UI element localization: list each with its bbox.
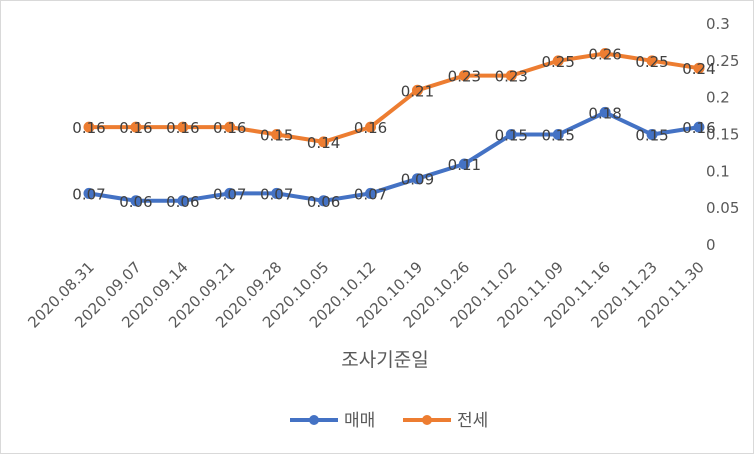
data-point-0 (552, 129, 564, 140)
data-label-1: 0.21 (401, 82, 434, 100)
data-label-1: 0.26 (588, 45, 621, 63)
series-line-1 (87, 51, 701, 144)
series-line-0 (87, 110, 701, 203)
data-labels: 0.07 0.06 0.06 0.07 0.07 0.06 0.07 0.09 0.11 0.15… (72, 45, 715, 210)
data-point-1 (458, 70, 470, 82)
data-point-0 (130, 195, 142, 207)
data-label-1: 0.25 (541, 53, 574, 71)
data-label-1: 0.15 (260, 127, 293, 145)
data-label-0: 0.07 (213, 185, 246, 203)
y-tick-label: 0.25 (706, 52, 739, 70)
y-tick-label: 0 (706, 236, 716, 254)
data-point-1 (83, 121, 95, 133)
data-label-0: 0.16 (682, 119, 715, 137)
data-point-0 (83, 187, 95, 199)
data-point-0 (318, 195, 330, 207)
data-label-1: 0.16 (166, 119, 199, 137)
data-point-1 (365, 121, 377, 133)
data-label-0: 0.07 (260, 185, 293, 203)
data-label-0: 0.15 (541, 127, 574, 145)
data-point-0 (505, 129, 517, 140)
legend: 매매 전세 (290, 411, 488, 431)
data-point-0 (411, 173, 423, 185)
data-point-0 (646, 129, 658, 140)
data-point-0 (224, 187, 236, 199)
legend-marker-1 (422, 415, 432, 425)
data-label-0: 0.18 (588, 104, 621, 122)
data-label-0: 0.06 (307, 193, 340, 211)
y-tick-label: 0.15 (706, 126, 739, 144)
data-label-1: 0.25 (635, 53, 668, 71)
data-point-1 (552, 55, 564, 67)
data-label-1: 0.23 (448, 68, 481, 86)
data-point-0 (177, 195, 189, 207)
data-label-1: 0.16 (213, 119, 246, 137)
data-label-0: 0.06 (166, 193, 199, 211)
data-label-0: 0.11 (448, 156, 481, 174)
data-point-1 (505, 70, 517, 82)
data-label-1: 0.14 (307, 134, 340, 152)
data-point-1 (646, 55, 658, 67)
data-label-1: 0.16 (72, 119, 105, 137)
data-point-0 (365, 187, 377, 199)
y-tick-label: 0.05 (706, 199, 739, 217)
data-label-0: 0.09 (401, 171, 434, 189)
data-point-1 (224, 121, 236, 133)
data-label-1: 0.23 (495, 68, 528, 86)
legend-label-0: 매매 (344, 411, 375, 431)
data-point-1 (177, 121, 189, 133)
data-point-0 (693, 121, 705, 133)
y-axis: 0 0.05 0.1 0.15 0.2 0.25 0.3 (706, 15, 739, 254)
data-point-1 (130, 121, 142, 133)
data-point-1 (318, 136, 330, 148)
data-point-1 (271, 129, 283, 140)
legend-marker-0 (309, 415, 319, 425)
data-point-0 (271, 187, 283, 199)
data-label-1: 0.24 (682, 60, 715, 78)
data-point-0 (458, 158, 470, 170)
data-label-0: 0.15 (495, 127, 528, 145)
y-tick-label: 0.2 (706, 89, 730, 107)
x-axis: 2020.08.312020.09.072020.09.142020.09.21… (24, 258, 707, 331)
data-label-0: 0.07 (354, 185, 387, 203)
data-label-0: 0.07 (72, 185, 105, 203)
x-axis-title: 조사기준일 (341, 349, 428, 371)
y-tick-label: 0.1 (706, 162, 730, 180)
data-point-1 (599, 47, 611, 59)
data-point-0 (599, 106, 611, 118)
data-label-1: 0.16 (119, 119, 152, 137)
y-tick-label: 0.3 (706, 15, 730, 33)
data-point-1 (411, 84, 423, 96)
data-label-0: 0.15 (635, 127, 668, 145)
data-label-0: 0.06 (119, 193, 152, 211)
data-point-1 (693, 62, 705, 74)
series-lines (83, 47, 705, 207)
data-label-1: 0.16 (354, 119, 387, 137)
legend-label-1: 전세 (457, 411, 488, 431)
